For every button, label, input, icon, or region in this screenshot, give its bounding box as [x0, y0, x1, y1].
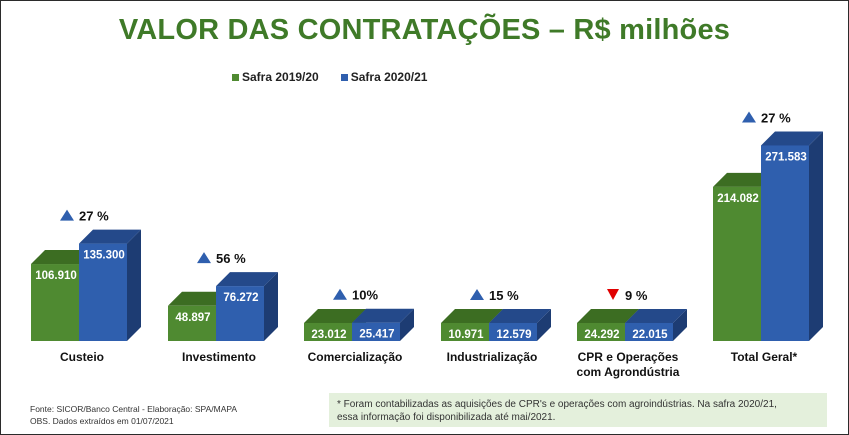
category-label-3: Comercialização	[308, 350, 403, 364]
bar-top-s2-3	[352, 308, 414, 323]
category-label-4: Industrialização	[447, 350, 538, 364]
category-label-6: Total Geral*	[731, 350, 798, 364]
legend-label-series-2: Safra 2020/21	[350, 70, 428, 84]
legend-swatch-series-1	[232, 73, 239, 81]
bar-top-s1-6	[713, 172, 775, 187]
footer-source: Fonte: SICOR/Banco Central - Elaboração:…	[30, 403, 237, 427]
bar-top-s1-1	[31, 250, 93, 265]
bar-s1-3	[304, 323, 352, 341]
chart-title: VALOR DAS CONTRATAÇÕES – R$ milhões	[118, 14, 731, 46]
legend: Safra 2019/20 Safra 2020/21	[232, 70, 427, 84]
change-label-2: 56 %	[216, 251, 246, 266]
bar-top-s2-1	[79, 229, 141, 244]
bar-top-s2-5	[625, 309, 687, 323]
bar-s2-6	[761, 145, 809, 341]
value-label-s1-6: 214.082	[717, 193, 759, 205]
legend-item-series-1: Safra 2019/20	[232, 70, 319, 84]
value-label-s1-4: 10.971	[448, 329, 484, 341]
bar-s1-5	[577, 323, 625, 341]
category-label-2: Investimento	[182, 350, 256, 364]
change-label-5: 9 %	[625, 288, 648, 303]
change-down-icon-5	[607, 289, 619, 300]
bar-s2-1	[79, 243, 127, 341]
category-label-1: Custeio	[60, 350, 104, 364]
value-label-s2-4: 12.579	[496, 329, 531, 341]
change-label-1: 27 %	[79, 209, 109, 224]
bar-s2-2	[216, 286, 264, 341]
value-label-s1-2: 48.897	[175, 312, 210, 324]
legend-item-series-2: Safra 2020/21	[340, 70, 428, 84]
value-label-s2-5: 22.015	[632, 329, 668, 341]
change-label-4: 15 %	[489, 288, 519, 303]
category-label-5-line-2: com Agrondústria	[577, 365, 680, 379]
change-up-icon-1	[60, 209, 74, 221]
value-label-s2-2: 76.272	[223, 292, 258, 304]
bar-s2-3	[352, 322, 400, 341]
legend-swatch-series-2	[340, 73, 348, 81]
bar-top-s1-5	[577, 309, 639, 323]
bar-side-s2-6	[809, 131, 823, 341]
value-label-s2-3: 25.417	[359, 329, 394, 341]
source-text: Fonte: SICOR/Banco Central - Elaboração:…	[30, 404, 238, 414]
bar-s1-6	[713, 186, 761, 341]
bar-side-s2-5	[673, 309, 687, 341]
change-label-6: 27 %	[761, 110, 791, 125]
change-up-icon-6	[742, 111, 756, 123]
bar-s1-1	[31, 264, 79, 341]
footnote-line-2: essa informação foi disponibilizada até …	[337, 412, 556, 423]
footnote-box: * Foram contabilizadas as aquisições de …	[329, 393, 827, 427]
legend-label-series-1: Safra 2019/20	[242, 70, 319, 84]
change-label-3: 10%	[352, 288, 378, 303]
change-up-icon-2	[197, 252, 211, 264]
bar-side-s2-1	[127, 229, 141, 341]
bar-side-s2-3	[400, 308, 414, 341]
footnote-line-1: * Foram contabilizadas as aquisições de …	[337, 399, 777, 410]
bar-s2-4	[489, 323, 537, 341]
bar-top-s1-3	[304, 309, 366, 323]
bar-s1-4	[441, 323, 489, 341]
value-label-s1-5: 24.292	[584, 329, 619, 341]
bar-s2-5	[625, 323, 673, 341]
bar-top-s2-2	[216, 272, 278, 287]
bar-side-s2-4	[537, 309, 551, 341]
category-label-5-line-1: CPR e Operações	[578, 350, 679, 364]
value-label-s2-6: 271.583	[765, 151, 807, 163]
bar-top-s1-4	[441, 309, 503, 323]
bar-top-s2-4	[489, 309, 551, 323]
bar-top-s1-2	[168, 291, 230, 306]
change-up-icon-4	[470, 289, 484, 300]
value-label-s1-1: 106.910	[35, 270, 77, 282]
change-up-icon-3	[333, 288, 347, 300]
bar-s1-2	[168, 305, 216, 341]
value-label-s1-3: 23.012	[311, 329, 346, 341]
bar-top-s2-6	[761, 131, 823, 146]
bar-side-s2-2	[264, 272, 278, 341]
obs-text: OBS. Dados extraídos em 01/07/2021	[30, 416, 174, 426]
value-label-s2-1: 135.300	[83, 250, 125, 262]
